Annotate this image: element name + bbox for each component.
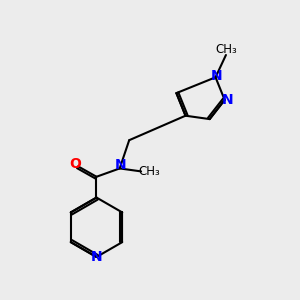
Text: N: N — [210, 69, 222, 83]
Text: N: N — [115, 158, 126, 172]
Text: O: O — [69, 157, 81, 171]
Text: N: N — [222, 93, 233, 107]
Text: N: N — [91, 250, 102, 264]
Text: CH₃: CH₃ — [216, 44, 237, 56]
Text: CH₃: CH₃ — [139, 165, 160, 178]
